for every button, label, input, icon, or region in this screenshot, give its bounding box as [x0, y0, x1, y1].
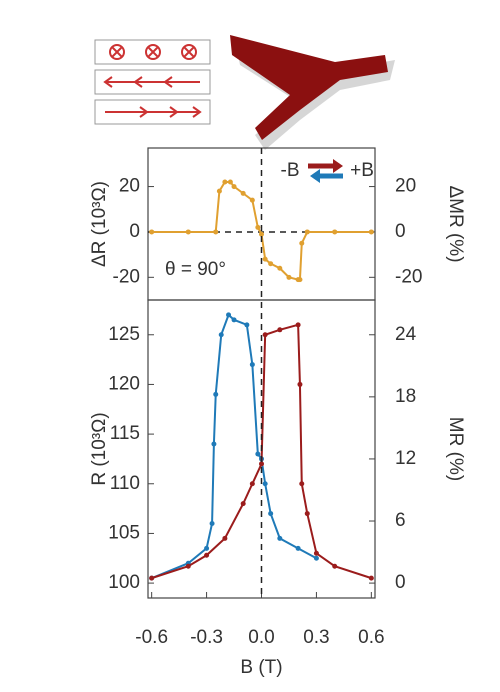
x-tick-label: 0.0: [248, 627, 274, 648]
y2-tick-label: 0: [395, 572, 406, 593]
data-point: [185, 563, 191, 569]
y2-tick-label: -20: [395, 266, 422, 287]
y-tick-label: 120: [108, 373, 140, 394]
y2-tick-label: 6: [395, 510, 406, 531]
y2-tick-label: 0: [395, 221, 406, 242]
data-point: [313, 550, 319, 556]
x-tick-label: 0.6: [358, 627, 384, 648]
data-point: [227, 179, 233, 185]
data-point: [332, 229, 338, 235]
data-point: [277, 535, 283, 541]
data-point: [204, 552, 210, 558]
data-point: [277, 265, 283, 271]
data-point: [313, 555, 319, 561]
data-point: [255, 451, 261, 457]
data-point: [295, 322, 301, 328]
y-tick-label: 115: [110, 423, 140, 444]
y2-tick-label: 24: [395, 324, 417, 345]
y2-tick-label: 20: [395, 176, 416, 197]
data-point: [259, 461, 264, 467]
data-point: [249, 197, 255, 203]
data-point: [204, 545, 210, 551]
rods: [230, 35, 395, 150]
data-point: [226, 312, 232, 318]
data-point: [213, 229, 219, 235]
y2-tick-label: 12: [395, 448, 416, 469]
x-tick-label: 0.3: [303, 627, 329, 648]
data-point: [211, 441, 217, 447]
data-point: [222, 535, 228, 541]
y-tick-label: 110: [110, 473, 140, 494]
y2-axis-title: MR (%): [445, 417, 466, 481]
x-tick-label: -0.6: [135, 627, 168, 648]
data-point: [255, 224, 261, 230]
legend-label: +B: [350, 160, 374, 181]
data-point: [262, 332, 268, 338]
data-point: [244, 322, 250, 328]
data-point: [299, 481, 305, 487]
y2-axis-title: ΔMR (%): [445, 185, 466, 262]
data-point: [249, 362, 255, 368]
data-point: [262, 256, 268, 262]
x-axis-title: B (T): [240, 657, 282, 678]
y-tick-label: 125: [108, 324, 140, 345]
data-point: [304, 511, 310, 517]
data-point: [368, 229, 374, 235]
y-tick-label: 105: [108, 522, 140, 543]
data-point: [213, 391, 219, 397]
data-point: [149, 575, 155, 581]
data-point: [297, 277, 303, 283]
data-point: [185, 229, 191, 235]
y-tick-label: 100: [108, 572, 140, 593]
data-point: [299, 240, 305, 246]
data-line: [151, 313, 317, 580]
data-point: [295, 545, 301, 551]
data-point: [240, 190, 246, 196]
data-point: [222, 179, 228, 185]
data-point: [368, 575, 374, 581]
y-axis-title: ΔR (10³Ω): [89, 181, 110, 267]
data-point: [240, 501, 246, 507]
y2-tick-label: 18: [395, 386, 416, 407]
data-point: [218, 332, 224, 338]
data-point: [277, 327, 283, 333]
data-point: [249, 481, 255, 487]
sweep-arrows: [308, 159, 343, 183]
data-point: [304, 229, 310, 235]
y-tick-label: 0: [129, 221, 140, 242]
data-point: [297, 381, 303, 387]
data-point: [231, 317, 237, 323]
legend-label: -B: [281, 160, 300, 181]
data-point: [262, 481, 268, 487]
annotation: θ = 90°: [165, 259, 226, 280]
data-point: [268, 261, 274, 267]
data-point: [149, 229, 155, 235]
data-point: [268, 511, 274, 517]
data-point: [209, 521, 215, 526]
data-point: [259, 231, 264, 237]
y-tick-label: 20: [119, 176, 140, 197]
data-point: [286, 274, 292, 280]
schematic: [94, 39, 211, 125]
y-tick-label: -20: [113, 266, 140, 287]
data-point: [216, 188, 222, 194]
data-point: [332, 563, 338, 569]
data-line: [151, 323, 372, 580]
x-tick-label: -0.3: [190, 627, 223, 648]
y-axis-title: R (10³Ω): [89, 412, 110, 485]
data-point: [231, 184, 237, 190]
